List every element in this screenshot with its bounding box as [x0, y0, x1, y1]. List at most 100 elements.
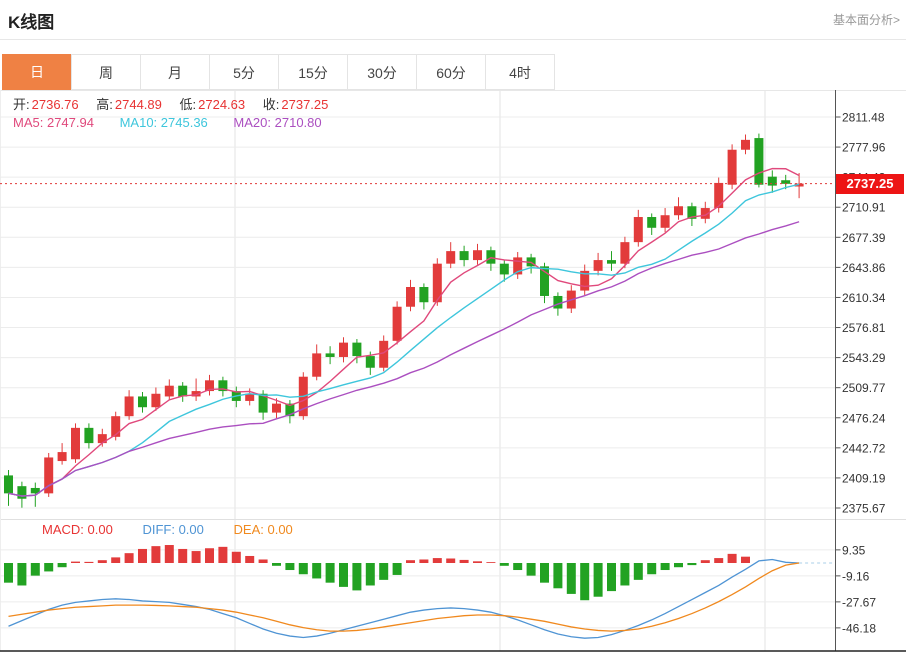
diff-line — [8, 558, 800, 639]
candle-body — [767, 176, 777, 186]
candle-body — [714, 182, 724, 209]
candle-body — [727, 149, 737, 185]
candle-body — [178, 385, 188, 397]
macd-readout: MACD: 0.00 DIFF: 0.00 DEA: 0.00 — [42, 522, 293, 537]
candle-body — [325, 353, 335, 357]
candle-body — [151, 393, 161, 408]
macd-bar — [231, 551, 241, 563]
macd-bar — [325, 563, 335, 583]
candle-body — [660, 215, 670, 228]
candle-body — [285, 403, 295, 417]
tab-60分[interactable]: 60分 — [416, 54, 486, 90]
macd-bar — [727, 553, 737, 563]
tab-日[interactable]: 日 — [2, 54, 72, 90]
dea-line — [8, 562, 800, 632]
macd-bar — [124, 553, 134, 563]
candle-body — [580, 270, 590, 291]
price-axis-label: 2811.48 — [842, 111, 885, 125]
macd-bar — [272, 563, 281, 566]
candle-body — [741, 139, 750, 150]
price-axis-label: 2409.19 — [842, 471, 886, 485]
macd-bar — [446, 558, 456, 563]
candle-body — [754, 138, 764, 185]
candle-body — [312, 353, 322, 377]
candle-body — [30, 487, 40, 494]
macd-bar — [513, 563, 523, 571]
candle-body — [4, 475, 13, 494]
candle-body — [71, 427, 80, 460]
macd-bar — [4, 563, 13, 583]
ma10-readout: MA10: 2745.36 — [119, 115, 208, 130]
price-axis-label: 2610.34 — [842, 291, 886, 305]
macd-bar — [44, 563, 54, 572]
tab-5分[interactable]: 5分 — [209, 54, 279, 90]
price-axis-label: 2476.24 — [842, 411, 886, 425]
last-price-tag: 2737.25 — [836, 173, 904, 194]
macd-bar — [298, 563, 308, 575]
candle-body — [17, 486, 27, 499]
tab-4时[interactable]: 4时 — [485, 54, 555, 90]
macd-bar — [151, 546, 161, 563]
macd-bar — [486, 562, 496, 563]
macd-bar — [553, 563, 563, 589]
macd-bar — [57, 563, 67, 568]
tab-30分[interactable]: 30分 — [347, 54, 417, 90]
macd-bar — [97, 560, 107, 563]
candle-body — [84, 427, 94, 444]
macd-bar — [714, 558, 724, 563]
macd-bar — [620, 563, 630, 586]
candle-body — [459, 251, 469, 261]
candle-body — [674, 206, 683, 216]
candle-body — [647, 217, 657, 228]
macd-bar — [419, 559, 429, 563]
macd-bar — [178, 548, 188, 563]
price-axis-label: 2375.67 — [842, 502, 886, 516]
macd-bar — [700, 560, 710, 563]
candle-body — [446, 251, 456, 264]
price-axis-label: 2442.72 — [842, 441, 886, 455]
macd-bar — [392, 563, 402, 575]
macd-bar — [687, 563, 697, 566]
candle-body — [419, 286, 429, 303]
ma-readout: MA5: 2747.94 MA10: 2745.36 MA20: 2710.80 — [13, 115, 322, 130]
candle-body — [379, 340, 389, 368]
candle-body — [432, 263, 442, 303]
tab-15分[interactable]: 15分 — [278, 54, 348, 90]
candle-body — [272, 403, 281, 413]
close-label: 收: — [262, 97, 280, 112]
candle-body — [499, 263, 509, 275]
macd-bar — [365, 563, 375, 586]
ma5-readout: MA5: 2747.94 — [13, 115, 94, 130]
candle-body — [620, 242, 630, 264]
macd-bar — [459, 559, 469, 563]
macd-bar — [379, 563, 389, 580]
candle-body — [392, 306, 402, 341]
macd-bar — [138, 548, 147, 563]
candle-body — [191, 391, 201, 397]
macd-bar — [593, 563, 603, 597]
price-axis-label: 2777.96 — [842, 141, 886, 155]
candle-body — [164, 385, 174, 397]
candle-body — [124, 396, 134, 417]
candle-body — [97, 434, 107, 444]
macd-bar — [84, 561, 94, 563]
tab-月[interactable]: 月 — [140, 54, 210, 90]
macd-bar — [285, 563, 295, 571]
header-divider — [0, 39, 906, 40]
fundamental-analysis-link[interactable]: 基本面分析> — [832, 13, 900, 27]
macd-axis-label: -9.16 — [842, 569, 870, 583]
close-value: 2737.25 — [281, 97, 329, 112]
candle-body — [352, 342, 362, 357]
tab-周[interactable]: 周 — [71, 54, 141, 90]
macd-bar — [218, 546, 228, 563]
candle-body — [473, 250, 482, 261]
macd-axis-label: -46.18 — [842, 621, 876, 635]
candle-body — [365, 356, 375, 368]
candle-body — [406, 286, 415, 307]
macd-bar — [17, 563, 27, 586]
candle-body — [593, 260, 603, 271]
price-axis-label: 2677.39 — [842, 231, 886, 245]
macd-bar — [499, 563, 509, 566]
period-tab-bar: 日周月 5分 15分 30分 60分 4时 — [2, 54, 555, 90]
